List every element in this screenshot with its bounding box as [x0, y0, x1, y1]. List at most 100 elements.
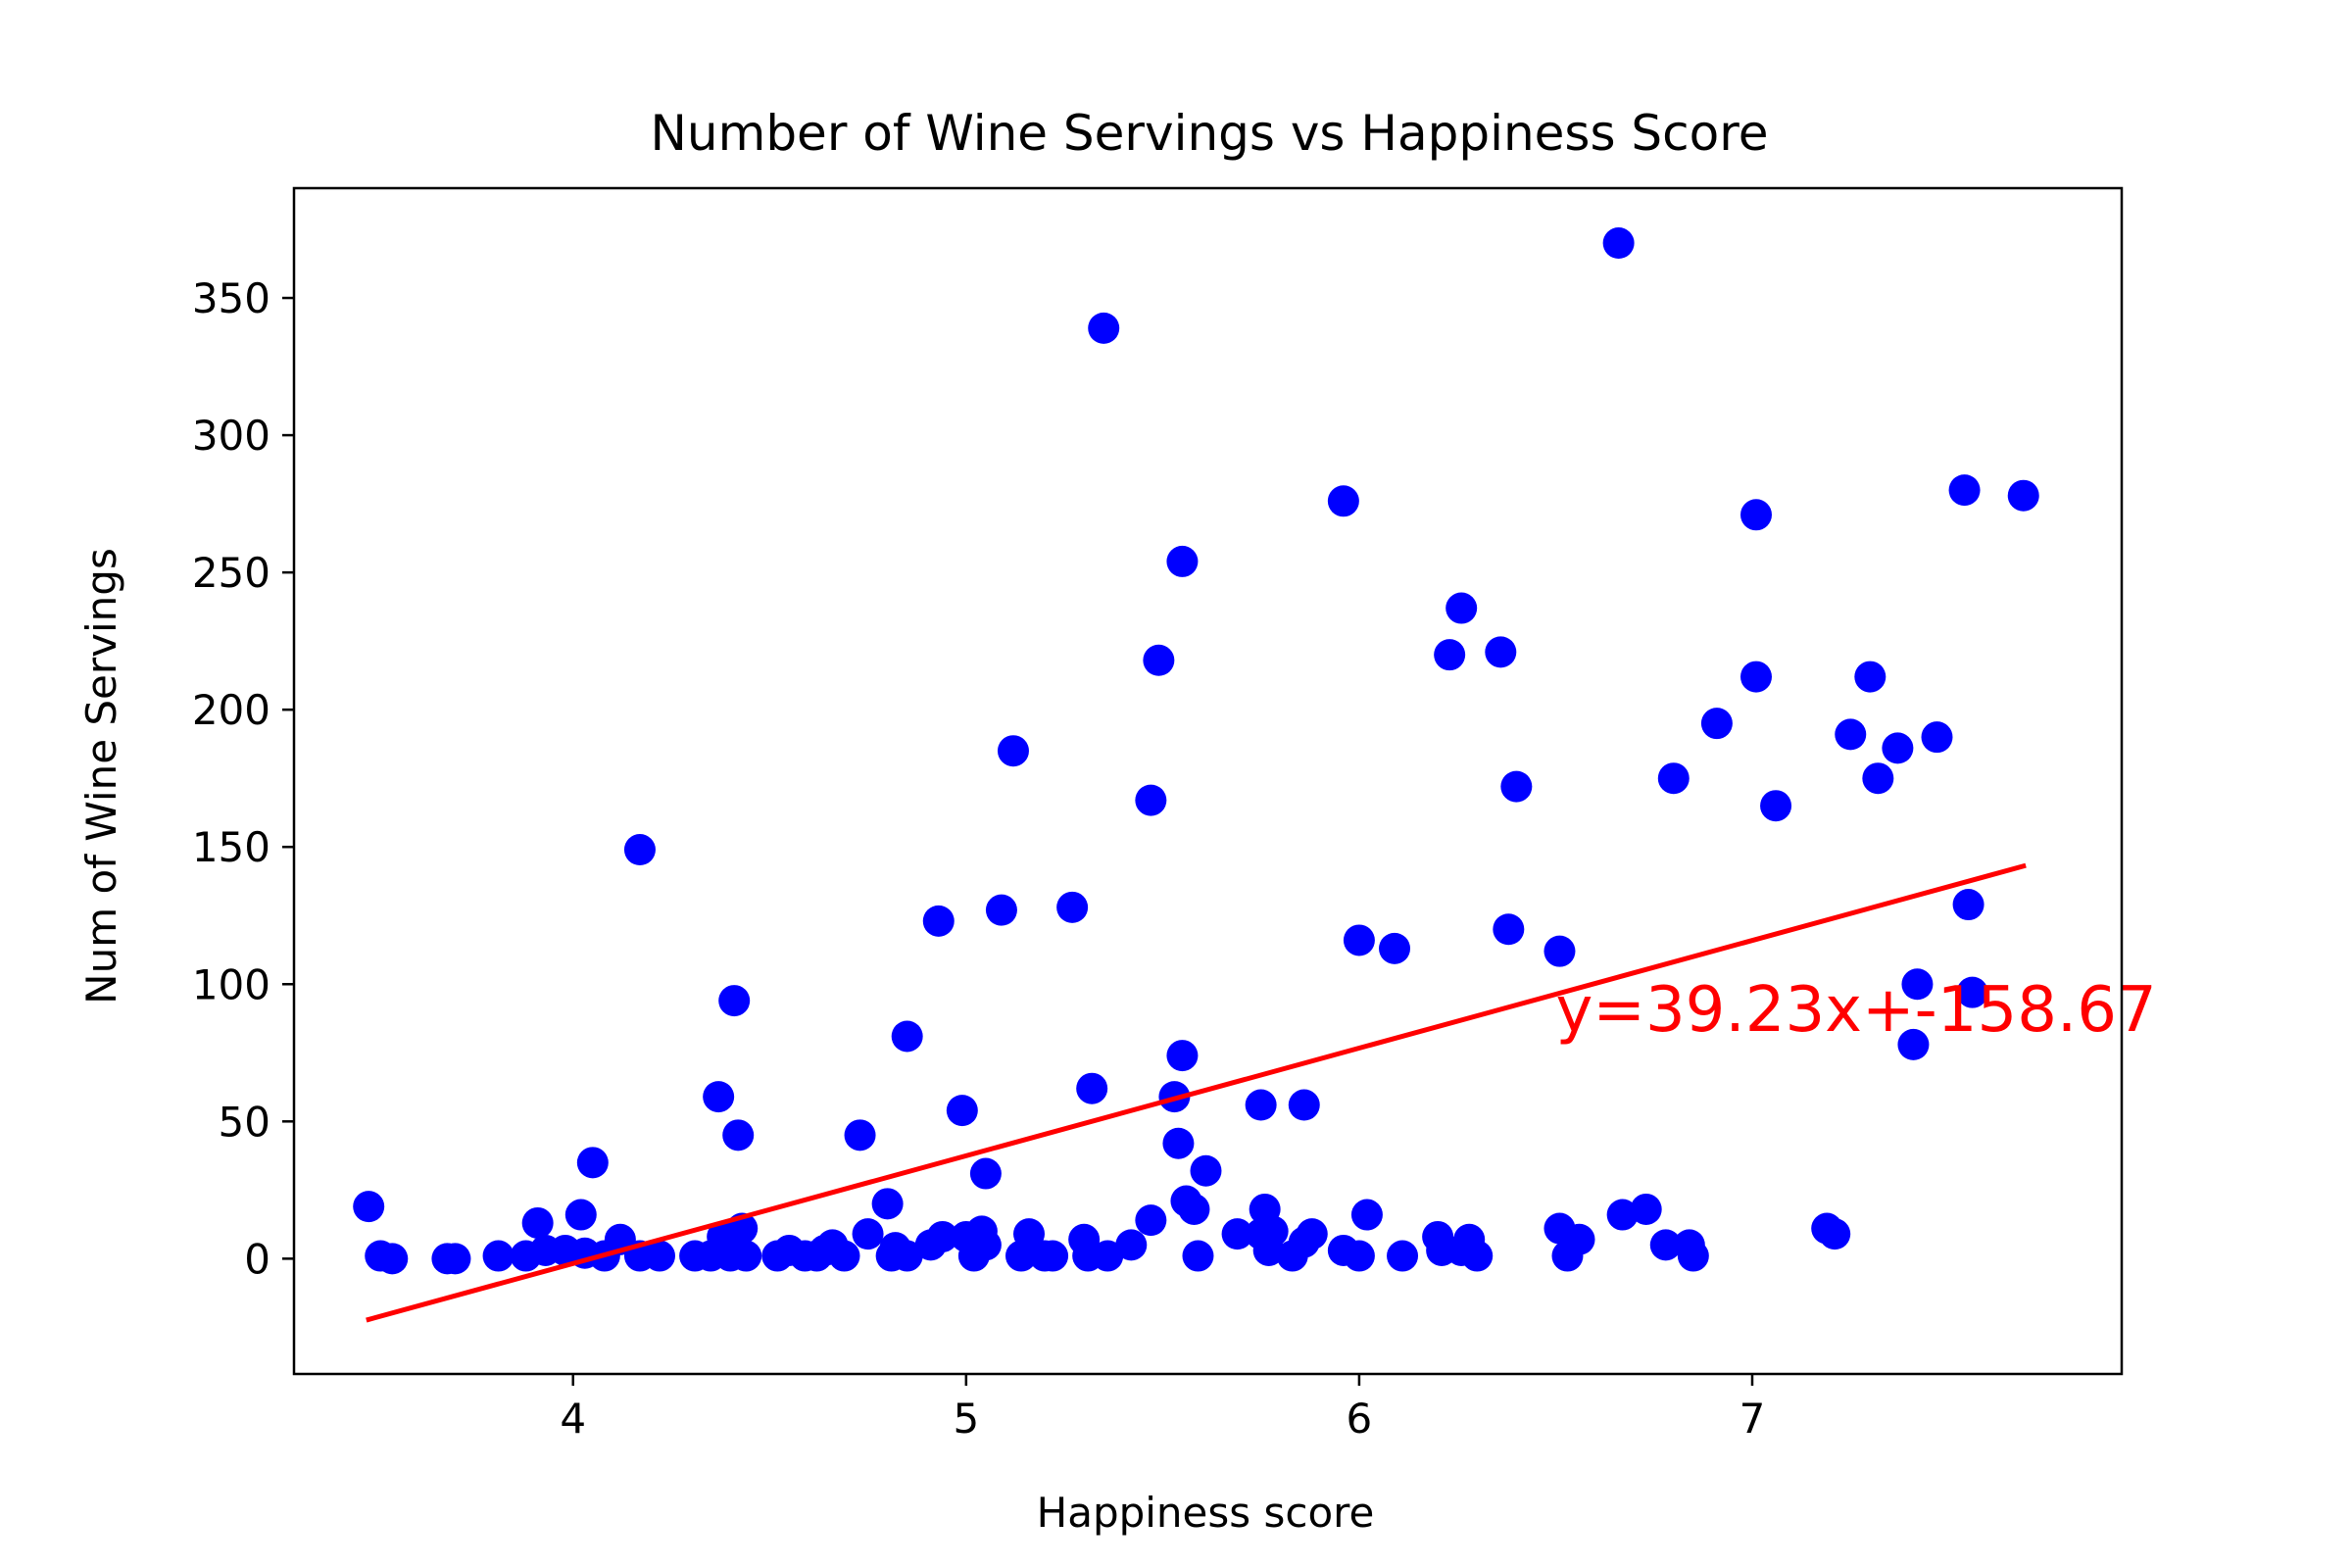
scatter-point	[1135, 784, 1167, 816]
scatter-point	[1037, 1240, 1069, 1272]
scatter-point	[1013, 1218, 1046, 1250]
scatter-point	[1901, 968, 1934, 1001]
scatter-point	[1862, 762, 1894, 795]
scatter-point	[1256, 1215, 1289, 1248]
y-tick-label: 250	[192, 549, 270, 597]
scatter-point	[871, 1188, 904, 1220]
scatter-point	[985, 894, 1017, 926]
x-tick-label: 4	[560, 1395, 586, 1443]
y-tick-label: 200	[192, 686, 270, 734]
scatter-point	[1056, 891, 1089, 923]
scatter-point	[1115, 1229, 1148, 1261]
scatter-point	[891, 1240, 923, 1272]
scatter-point	[1700, 708, 1733, 740]
scatter-point	[1897, 1028, 1930, 1060]
scatter-point	[1434, 639, 1466, 671]
scatter-point	[1657, 762, 1690, 795]
scatter-point	[1500, 770, 1533, 803]
scatter-point	[2007, 479, 2039, 512]
scatter-point	[1544, 935, 1576, 967]
x-axis-label: Happiness score	[1037, 1489, 1375, 1537]
scatter-point	[1956, 976, 1988, 1008]
scatter-point	[1088, 312, 1120, 344]
scatter-point	[1379, 932, 1411, 964]
scatter-point	[1092, 1240, 1124, 1272]
scatter-point	[1677, 1240, 1709, 1272]
scatter-point	[969, 1229, 1002, 1261]
y-tick-label: 0	[244, 1235, 270, 1283]
scatter-point	[1245, 1089, 1277, 1121]
chart-title: Number of Wine Servings vs Happiness Sco…	[651, 105, 1769, 162]
scatter-point	[1630, 1193, 1662, 1225]
scatter-point	[1921, 721, 1953, 754]
y-tick-label: 300	[192, 412, 270, 460]
scatter-point	[1343, 1240, 1375, 1272]
scatter-point	[1076, 1072, 1108, 1104]
scatter-point	[1343, 924, 1375, 956]
scatter-point	[1602, 227, 1635, 260]
scatter-point	[1854, 661, 1886, 693]
scatter-point	[1178, 1193, 1210, 1225]
scatter-point	[1948, 474, 1981, 507]
regression-line	[366, 862, 2027, 1323]
scatter-point	[1740, 661, 1772, 693]
scatter-point	[1221, 1218, 1253, 1250]
scatter-point	[1296, 1218, 1328, 1250]
scatter-point	[564, 1199, 597, 1231]
scatter-point	[718, 985, 751, 1017]
scatter-point	[1166, 1040, 1199, 1072]
scatter-point	[1143, 644, 1175, 676]
scatter-point	[1493, 913, 1525, 946]
scatter-point	[1162, 1127, 1195, 1159]
scatter-point	[1350, 1199, 1383, 1231]
scatter-point	[1819, 1218, 1851, 1250]
scatter-point	[576, 1147, 609, 1179]
scatter-point	[1446, 592, 1478, 624]
plot-area-frame	[292, 186, 2124, 1376]
scatter-point	[1485, 636, 1517, 668]
y-axis-ticks: 0 50 100 150 200 250 300 350	[192, 274, 294, 1283]
scatter-point	[1835, 718, 1867, 751]
y-tick-label: 350	[192, 274, 270, 322]
scatter-point	[926, 1220, 958, 1252]
scatter-point	[1182, 1240, 1214, 1272]
scatter-point	[353, 1191, 385, 1223]
x-tick-label: 5	[953, 1395, 979, 1443]
scatter-point	[1327, 485, 1359, 517]
scatter-point	[521, 1206, 554, 1239]
y-axis-label: Num of Wine Servings	[77, 548, 125, 1004]
x-axis-ticks: 4 5 6 7	[560, 1374, 1765, 1443]
scatter-point	[922, 905, 955, 937]
scatter-point	[1740, 499, 1772, 531]
scatter-point	[439, 1243, 471, 1275]
scatter-point	[946, 1095, 978, 1127]
scatter-point	[703, 1081, 735, 1113]
regression-equation-label: y=39.23x+-158.67	[1555, 974, 2156, 1047]
scatter-point	[852, 1218, 884, 1250]
scatter-point	[730, 1240, 762, 1272]
y-tick-label: 100	[192, 960, 270, 1008]
scatter-point	[1563, 1223, 1595, 1255]
scatter-point	[1760, 790, 1792, 822]
scatter-point	[376, 1243, 409, 1275]
scatter-point	[1135, 1204, 1167, 1237]
scatter-point	[644, 1240, 675, 1272]
y-tick-label: 150	[192, 823, 270, 871]
scatter-point	[1288, 1089, 1320, 1121]
scatter-point	[828, 1240, 860, 1272]
scatter-point	[1190, 1154, 1222, 1187]
x-tick-label: 7	[1740, 1395, 1766, 1443]
scatter-point	[1952, 889, 1984, 921]
x-tick-label: 6	[1347, 1395, 1373, 1443]
scatter-points	[353, 227, 2039, 1275]
scatter-point	[969, 1157, 1002, 1190]
scatter-point	[1461, 1240, 1494, 1272]
scatter-point	[482, 1240, 514, 1272]
y-tick-label: 50	[219, 1098, 270, 1146]
scatter-point	[1882, 732, 1914, 764]
scatter-point	[844, 1119, 876, 1152]
scatter-point	[722, 1119, 755, 1152]
scatter-point	[891, 1020, 923, 1053]
